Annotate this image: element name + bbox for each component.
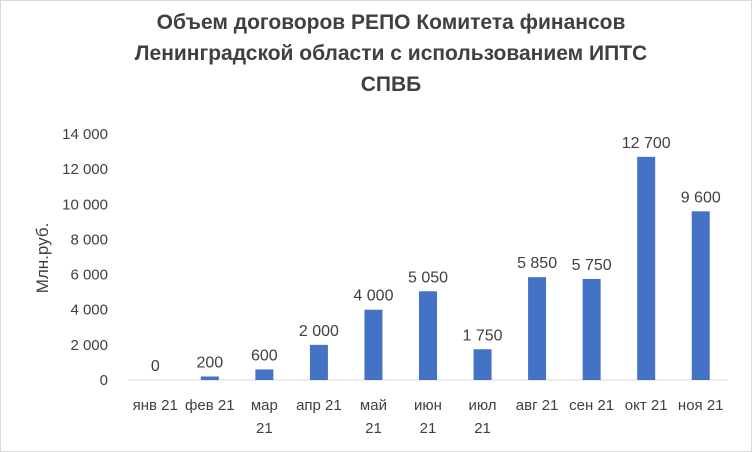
chart-title: Объем договоров РЕПО Комитета финансов Л…: [61, 7, 721, 100]
data-label: 4 000: [353, 288, 393, 305]
x-tick-label: сен 21: [569, 397, 614, 414]
data-label: 5 750: [572, 257, 612, 274]
bar: [419, 291, 437, 380]
data-label: 5 850: [517, 255, 557, 272]
x-tick-label: авг 21: [516, 397, 559, 414]
data-label: 0: [151, 358, 160, 375]
y-tick-label: 2 000: [70, 337, 108, 354]
x-tick-label: ноя 21: [678, 397, 724, 414]
bar: [364, 309, 383, 380]
data-label: 9 600: [681, 189, 721, 206]
x-tick-label: мар 21: [251, 397, 278, 437]
chart-title-line-3: СПВБ: [360, 73, 422, 96]
x-tick-label: апр 21: [296, 397, 342, 414]
bar: [309, 344, 328, 380]
x-tick-label: янв 21: [133, 397, 178, 414]
y-tick-label: 10 000: [62, 196, 108, 213]
bar: [473, 349, 492, 380]
bar: [255, 369, 274, 380]
x-tick-label: июн 21: [414, 397, 442, 437]
data-label: 2 000: [299, 323, 339, 340]
data-label: 200: [196, 354, 223, 371]
chart-title-line-1: Объем договоров РЕПО Комитета финансов: [156, 11, 626, 34]
y-tick-label: 12 000: [62, 161, 108, 178]
y-tick-label: 14 000: [62, 126, 108, 143]
bar: [200, 376, 219, 380]
bar: [637, 156, 656, 380]
data-label: 12 700: [622, 135, 671, 152]
bar: [528, 277, 547, 380]
x-tick-label: май 21: [360, 397, 387, 437]
y-axis-label: Млн.руб.: [33, 223, 52, 294]
y-tick-label: 6 000: [70, 267, 108, 284]
y-tick-label: 8 000: [70, 231, 108, 248]
bar: [691, 211, 710, 380]
data-label: 1 750: [463, 327, 503, 344]
data-label: 5 050: [408, 269, 448, 286]
y-tick-label: 4 000: [70, 302, 108, 319]
x-tick-label: июл 21: [469, 397, 497, 437]
bar: [582, 278, 601, 380]
data-label: 600: [251, 347, 278, 364]
chart-title-line-2: Ленинградской области с использованием И…: [134, 42, 648, 65]
y-tick-label: 0: [100, 372, 108, 389]
x-tick-label: фев 21: [185, 397, 235, 414]
x-tick-label: окт 21: [625, 397, 668, 414]
